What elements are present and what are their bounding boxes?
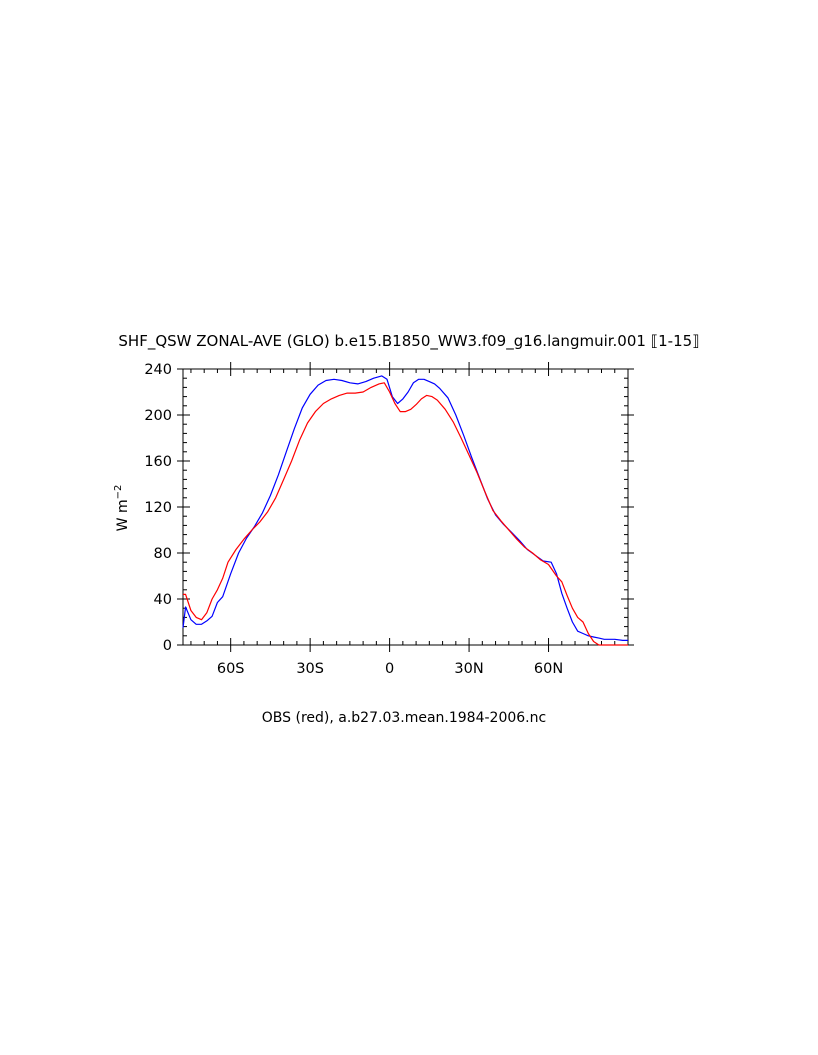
- y-tick-label: 160: [144, 454, 172, 470]
- x-tick-label: 60S: [217, 661, 245, 677]
- y-tick-label: 120: [144, 500, 172, 516]
- y-tick-label: 200: [144, 408, 172, 424]
- y-tick-label: 80: [154, 546, 172, 562]
- series-lines: [182, 375, 628, 646]
- x-tick-label: 30S: [296, 661, 324, 677]
- series-line-2: [183, 382, 628, 646]
- y-axis-label-base: W m: [115, 499, 131, 531]
- x-tick-labels: 60S 30S 0 30N 60N: [217, 661, 563, 677]
- x-tick-label: 30N: [454, 661, 483, 677]
- y-tick-label: 240: [144, 362, 172, 378]
- y-tick-label: 0: [163, 638, 172, 654]
- series-line-1: [182, 375, 628, 642]
- y-tick-label: 40: [154, 592, 172, 608]
- y-axis-label-exponent: −2: [113, 485, 124, 500]
- plot-frame: [182, 368, 629, 646]
- chart-caption: OBS (red), a.b27.03.mean.1984-2006.nc: [262, 710, 546, 726]
- y-axis-label: W m−2: [113, 485, 131, 532]
- y-minor-ticks: [183, 377, 628, 637]
- x-tick-label: 60N: [534, 661, 563, 677]
- y-tick-labels: 0 40 80 120 160 200 240: [144, 362, 172, 654]
- x-major-ticks: [230, 362, 550, 652]
- x-minor-ticks: [190, 369, 629, 645]
- chart-title: SHF_QSW ZONAL-AVE (GLO) b.e15.B1850_WW3.…: [118, 332, 699, 351]
- x-tick-label: 0: [385, 661, 394, 677]
